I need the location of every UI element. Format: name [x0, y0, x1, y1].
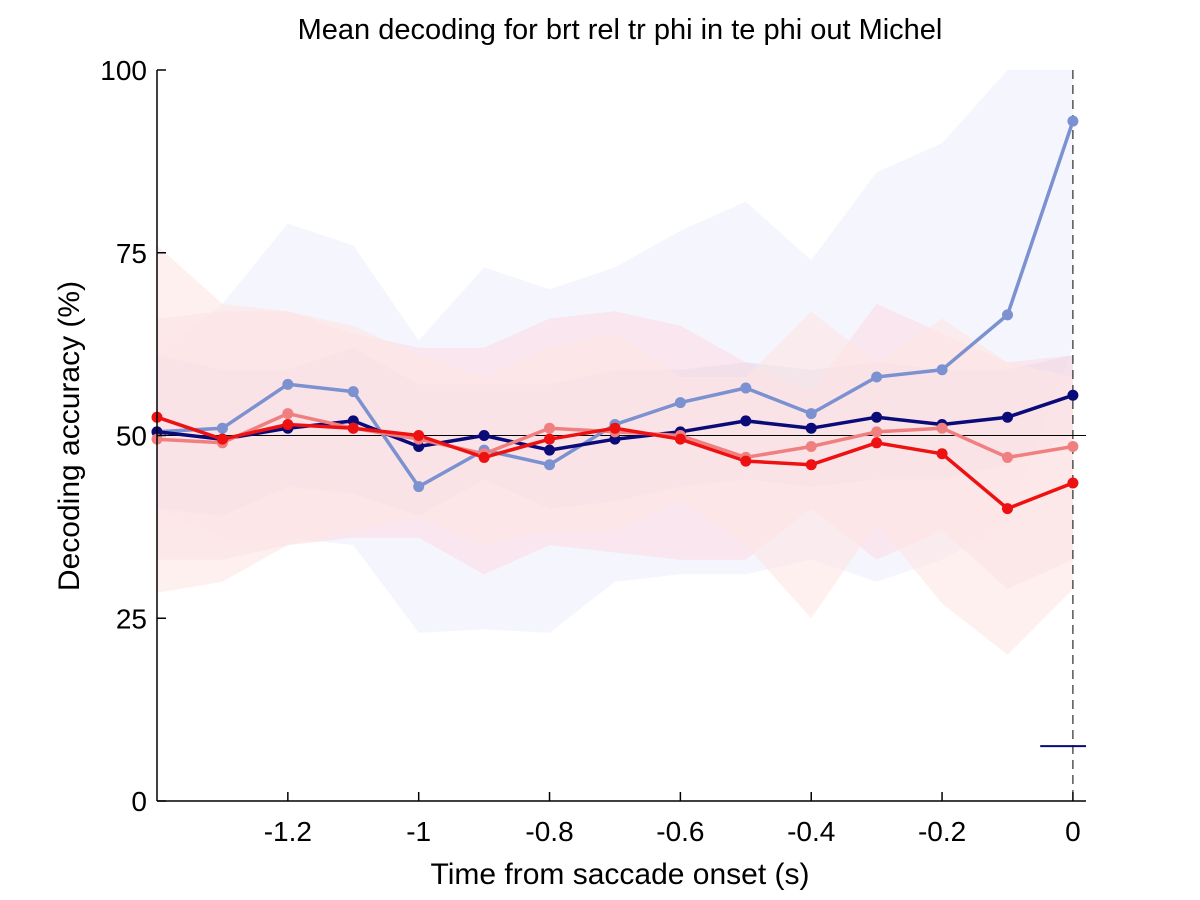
series-4-point	[805, 459, 817, 471]
x-tick-label: -1.2	[264, 816, 312, 847]
series-1-point	[805, 408, 817, 420]
series-3-point	[805, 440, 817, 452]
reference-lines	[157, 70, 1086, 801]
series-2-point	[871, 411, 883, 423]
series-1-point	[413, 481, 425, 493]
x-tick-label: -0.2	[918, 816, 966, 847]
chart-title: Mean decoding for brt rel tr phi in te p…	[298, 14, 943, 46]
series-4-point	[674, 433, 686, 445]
y-tick-label: 75	[116, 238, 147, 269]
series-2-point	[740, 415, 752, 427]
series-4-point	[740, 455, 752, 467]
series-2-point	[1067, 389, 1079, 401]
confidence-band-4	[157, 245, 1073, 655]
series-1-point	[1067, 115, 1079, 127]
series-1-point	[216, 422, 228, 434]
series-3-point	[544, 422, 556, 434]
x-tick-label: -0.4	[787, 816, 835, 847]
series-1-point	[936, 364, 948, 376]
y-tick-label: 0	[131, 786, 147, 817]
y-axis-label: Decoding accuracy (%)	[53, 281, 86, 591]
y-tick-label: 50	[116, 421, 147, 452]
series-2-point	[478, 430, 490, 441]
tick-labels: -1.2 -1 -0.8 -0.6 -0.4 -0.2 0 0 25 50 75 100	[100, 55, 1080, 847]
axes	[156, 69, 1086, 802]
series-1-point	[282, 378, 294, 390]
y-tick-label: 100	[100, 55, 147, 86]
series-2-point	[1001, 411, 1013, 423]
y-tick-label: 25	[116, 603, 147, 634]
series-4-point	[609, 422, 621, 434]
series-4-point	[478, 451, 490, 463]
series-2-point	[805, 422, 817, 434]
series-4-point	[544, 433, 556, 445]
series-4-point	[871, 437, 883, 449]
series-1-point	[674, 397, 686, 409]
series-3-point	[282, 408, 294, 420]
x-tick-label: 0	[1065, 816, 1081, 847]
series-1-point	[347, 386, 359, 398]
series-3-point	[1001, 451, 1013, 463]
x-axis-label: Time from saccade onset (s)	[431, 858, 810, 891]
series-2-point	[544, 444, 556, 456]
series-4-point	[282, 419, 294, 431]
series-points	[151, 115, 1079, 515]
series-3-point	[1067, 440, 1079, 452]
series-4-point	[1067, 477, 1079, 489]
series-1-point	[1001, 309, 1013, 321]
confidence-bands	[157, 70, 1073, 655]
series-4-point	[1001, 503, 1013, 515]
series-4-point	[413, 430, 425, 441]
series-1-point	[740, 382, 752, 394]
series-1-point	[544, 459, 556, 471]
series-1-point	[871, 371, 883, 383]
x-tick-label: -1	[406, 816, 431, 847]
series-4-point	[347, 422, 359, 434]
series-3-point	[871, 426, 883, 438]
series-3-point	[936, 422, 948, 434]
x-tick-label: -0.6	[656, 816, 704, 847]
series-4-point	[936, 448, 948, 460]
series-4-point	[216, 433, 228, 445]
x-tick-label: -0.8	[525, 816, 573, 847]
